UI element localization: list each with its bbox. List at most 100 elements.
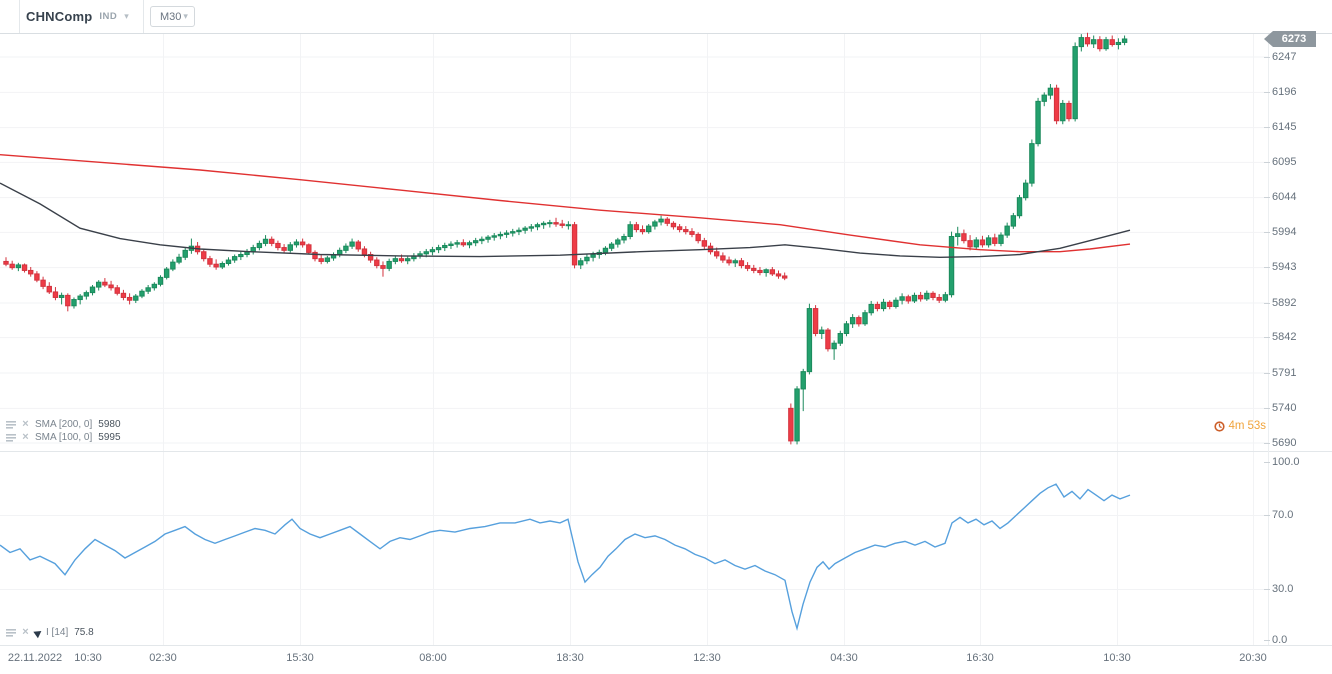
candle-body [120,292,127,298]
instrument-symbol: CHNComp [26,9,93,24]
candle-body [893,299,899,307]
time-axis-label: 08:00 [419,652,447,664]
candle-body [992,237,998,244]
candle-body [52,291,59,298]
timeframe-dropdown[interactable]: M30 ▾ [150,6,195,27]
price-axis-label: 6145 [1272,121,1297,133]
candle-body [621,235,627,241]
sma100-legend-value: 5995 [98,432,121,443]
candle-body [670,222,677,228]
candle-body [695,233,701,242]
candle-body [602,247,609,253]
candle-body [429,249,436,253]
candle-body [435,247,442,251]
candle-body [683,229,689,233]
axis-tick-mark [1264,127,1270,128]
candle-body [361,248,368,256]
candle-body [942,294,949,301]
header-separator [19,0,20,33]
remove-indicator-icon[interactable]: × [22,418,29,430]
candle-body [497,233,504,237]
candle-body [720,255,726,261]
candle-body [540,222,547,226]
candle-body [225,259,232,265]
remove-indicator-icon[interactable]: × [22,626,29,638]
candle-body [40,279,46,287]
candle-body [349,241,355,247]
candle-body [472,240,479,244]
candle-body [460,242,467,246]
candle-body [151,283,158,289]
candle-body [676,226,683,231]
candle-body [157,276,164,285]
price-axis-label: 5690 [1272,437,1297,449]
indicator-settings-icon[interactable] [5,419,16,430]
candle-body [639,229,646,233]
axis-tick-mark [1264,337,1270,338]
candle-body [238,254,244,258]
candle-body [806,308,813,373]
candle-body [380,265,386,269]
price-axis-label: 5892 [1272,297,1297,309]
candle-body [522,227,528,231]
candle-body [182,249,188,258]
candle-body [1097,39,1103,50]
candle-body [701,240,708,247]
candle-body [58,294,65,298]
clock-icon [1214,420,1226,432]
candle-body [874,303,881,310]
candle-body [936,296,942,301]
axis-tick-mark [1264,589,1270,590]
candle-body [769,269,776,275]
axis-tick-mark [1264,462,1270,463]
candle-body [955,233,961,237]
candle-body [534,224,541,228]
candle-body [126,296,133,301]
cursor-pointer-icon [33,627,44,638]
candle-body [571,224,578,266]
axis-tick-mark [1264,232,1270,233]
candle-body [646,225,652,233]
candle-body [1035,100,1041,145]
price-axis-label: 6247 [1272,51,1297,63]
candle-body [726,259,732,264]
candle-body [911,294,918,302]
candle-body [788,407,794,442]
indicator-settings-icon[interactable] [5,627,16,638]
sma200-legend: × SMA [200, 0] 5980 [5,418,121,431]
chevron-down-icon: ▾ [124,11,129,21]
candle-body [485,236,491,240]
candle-body [917,294,924,300]
candle-body [306,244,312,253]
header-separator [143,0,144,33]
rsi-legend: × I [14] 75.8 [5,626,94,639]
candle-body [627,224,633,237]
candle-countdown: 4m 53s [1196,419,1266,433]
candle-body [287,244,293,251]
candle-body [714,251,720,257]
candle-body [392,258,399,262]
candle-body [856,317,862,325]
axis-tick-mark [1264,640,1270,641]
instrument-selector[interactable]: CHNComp IND ▾ [26,0,129,33]
candle-body [831,342,837,350]
axis-tick-mark [1264,162,1270,163]
price-axis-label: 100.0 [1272,456,1300,468]
candle-body [973,239,979,248]
indicator-settings-icon[interactable] [5,432,16,443]
candle-body [213,263,219,268]
price-axis-label: 6196 [1272,86,1297,98]
sma200-line [0,154,1131,253]
candle-body [590,254,596,258]
candle-body [775,273,782,277]
candle-body [1041,94,1047,102]
remove-indicator-icon[interactable]: × [22,431,29,443]
candle-body [293,241,300,246]
candle-body [948,235,955,296]
candle-body [15,264,22,269]
candle-body [751,267,757,271]
candle-body [77,295,83,301]
rsi-legend-label: I [14] [46,627,69,638]
candle-body [423,251,429,255]
